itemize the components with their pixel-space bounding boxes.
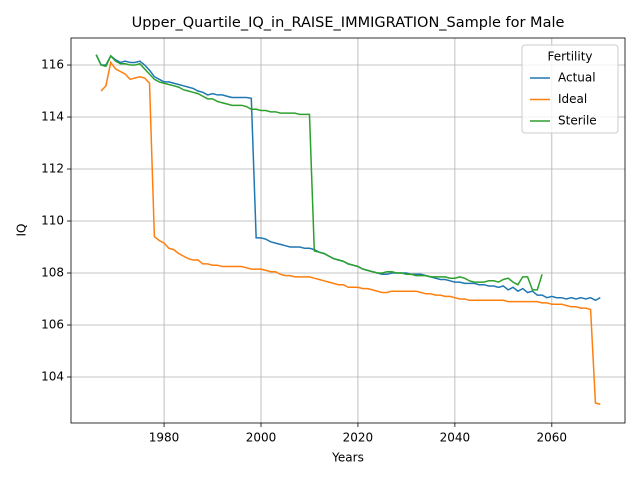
legend: Fertility Actual Ideal Sterile — [521, 44, 619, 134]
y-axis-label: IQ — [15, 224, 29, 237]
plot-frame — [70, 37, 626, 424]
legend-box — [521, 44, 619, 134]
series-line — [95, 54, 543, 291]
x-axis-label: Years — [331, 451, 364, 465]
legend-label: Actual — [558, 71, 596, 85]
y-tick-label: 114 — [41, 110, 64, 124]
chart-title: Upper_Quartile_IQ_in_RAISE_IMMIGRATION_S… — [132, 15, 565, 31]
y-tick-label: 104 — [41, 369, 64, 383]
y-tick-label: 108 — [41, 266, 64, 280]
x-tick-label: 2060 — [537, 431, 568, 445]
legend-label: Ideal — [558, 92, 587, 106]
legend-label: Sterile — [558, 114, 597, 128]
legend-title: Fertility — [547, 50, 592, 64]
plot-lines — [95, 54, 601, 406]
x-tick-label: 2040 — [440, 431, 471, 445]
x-tick-label: 1980 — [149, 431, 180, 445]
x-tick-label: 2020 — [343, 431, 374, 445]
x-tick-label: 2000 — [246, 431, 277, 445]
y-tick-label: 112 — [41, 162, 64, 176]
y-tick-label: 110 — [41, 214, 64, 228]
y-tick-label: 106 — [41, 317, 64, 331]
series-line — [100, 60, 601, 406]
y-tick-label: 116 — [41, 58, 64, 72]
grid: 1980 2000 2020 2040 2060 104 106 108 110 112 114 11… — [41, 38, 625, 445]
